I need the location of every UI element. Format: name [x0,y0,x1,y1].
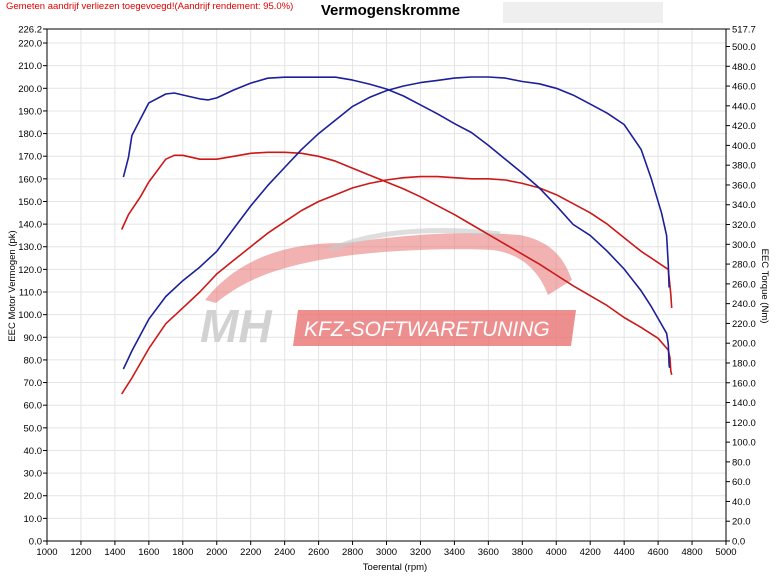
x-tick-label: 2000 [206,547,227,558]
y-left-tick-label: 80.0 [24,355,43,366]
right-axis-ticks: 0.0 20.0 40.0 60.0 80.0 100.0 120.0 140.0 160.0 1… [726,25,756,548]
y-right-tick-label: 480.0 [732,62,756,73]
y-left-tick-label: 30.0 [24,469,43,480]
y-left-tick-label: 100.0 [18,310,42,321]
y-left-tick-label: 40.0 [24,446,43,457]
title-bar-box [503,2,663,23]
y-right-tick-label: 0.0 [732,537,745,548]
x-axis-ticks: 1000 1200 1400 1600 1800 2000 2200 2400 2600 2800… [36,541,737,558]
series-line-power-tuned [122,76,670,370]
y-left-tick-label: 140.0 [18,220,42,231]
x-tick-label: 1000 [36,547,57,558]
y-right-tick-label: 140.0 [732,398,756,409]
grid-lines [46,28,727,542]
x-tick-label: 1800 [172,547,193,558]
x-tick-label: 4400 [614,547,635,558]
series-line-torque-tuned [122,76,671,369]
y-left-tick-label: 50.0 [24,423,43,434]
y-right-tick-label: 300.0 [732,240,756,251]
watermark-car-roof [328,228,501,253]
watermark-logo: MH KFZ-SOFTWARETUNING [200,228,576,352]
left-axis-ticks: 0.0 10.0 20.0 30.0 40.0 50.0 60.0 70.0 80.0 90.0 1… [18,25,47,548]
y-left-tick-label: 110.0 [19,288,42,299]
watermark-mh-text: MH [200,300,272,352]
chart-title: Vermogenskromme [320,2,461,19]
y-left-axis-label: EEC Motor Vermogen (pk) [7,230,18,341]
y-right-tick-label: 420.0 [732,121,756,132]
x-tick-label: 5000 [715,547,736,558]
x-tick-label: 3400 [444,547,465,558]
series-line-power-stock [121,175,673,395]
y-left-tick-label: 90.0 [24,333,43,344]
y-right-tick-label: 60.0 [732,477,751,488]
y-left-tick-label: 130.0 [18,242,42,253]
watermark-kfz-text: KFZ-SOFTWARETUNING [304,318,550,341]
x-axis-label: Toerental (rpm) [363,562,427,573]
y-left-tick-label: 60.0 [24,401,43,412]
x-tick-label: 2200 [240,547,261,558]
x-tick-label: 1600 [138,547,159,558]
y-right-tick-label: 200.0 [732,339,756,350]
x-tick-label: 4200 [580,547,601,558]
y-left-tick-label: 70.0 [24,378,43,389]
y-right-tick-label: 460.0 [732,82,756,93]
y-right-tick-label: 100.0 [732,438,756,449]
y-left-tick-label: 20.0 [24,491,43,502]
y-left-tick-label: 150.0 [18,197,42,208]
x-tick-label: 4000 [546,547,567,558]
y-right-tick-label: 500.0 [732,42,756,53]
y-right-tick-label: 440.0 [732,101,756,112]
y-left-tick-label: 190.0 [18,106,42,117]
y-left-tick-label: 160.0 [18,174,42,185]
x-tick-label: 1200 [70,547,91,558]
x-tick-label: 2800 [342,547,363,558]
y-right-tick-label: 320.0 [732,220,756,231]
x-tick-label: 3800 [512,547,533,558]
x-tick-label: 1400 [104,547,125,558]
y-right-tick-label: 220.0 [732,319,756,330]
x-tick-label: 4600 [648,547,669,558]
y-right-axis-label: EEC Torque (Nm) [759,249,770,324]
y-left-tick-label: 220.0 [18,39,42,50]
x-tick-label: 4800 [681,547,702,558]
drivetrain-loss-note: Gemeten aandrijf verliezen toegevoegd!(A… [6,1,294,12]
x-tick-label: 3600 [478,547,499,558]
watermark-banner [293,310,576,346]
y-right-tick-label: 120.0 [732,418,756,429]
y-right-tick-label: 280.0 [732,260,756,271]
y-right-tick-label: 40.0 [732,497,751,508]
series-lines [120,76,673,395]
x-tick-label: 3000 [376,547,397,558]
series-line-torque-stock [120,151,673,375]
y-left-tick-label: 226.2 [18,25,42,36]
x-tick-label: 2600 [308,547,329,558]
y-left-tick-label: 170.0 [18,152,42,163]
y-right-tick-label: 400.0 [732,141,756,152]
y-right-tick-label: 360.0 [732,180,756,191]
y-right-tick-label: 517.7 [732,25,756,36]
y-right-tick-label: 240.0 [732,299,756,310]
y-left-tick-label: 180.0 [18,129,42,140]
y-left-tick-label: 0.0 [29,537,42,548]
y-left-tick-label: 10.0 [24,514,43,525]
y-right-tick-label: 160.0 [732,378,756,389]
y-right-tick-label: 340.0 [732,200,756,211]
y-left-tick-label: 120.0 [18,265,42,276]
y-left-tick-label: 200.0 [18,84,42,95]
y-right-tick-label: 180.0 [732,358,756,369]
y-right-tick-label: 380.0 [732,161,756,172]
y-left-tick-label: 210.0 [18,61,42,72]
y-right-tick-label: 20.0 [732,517,751,528]
y-right-tick-label: 260.0 [732,279,756,290]
watermark-car-swoosh [205,233,572,303]
x-tick-label: 2400 [274,547,295,558]
x-tick-label: 3200 [410,547,431,558]
y-right-tick-label: 80.0 [732,457,751,468]
